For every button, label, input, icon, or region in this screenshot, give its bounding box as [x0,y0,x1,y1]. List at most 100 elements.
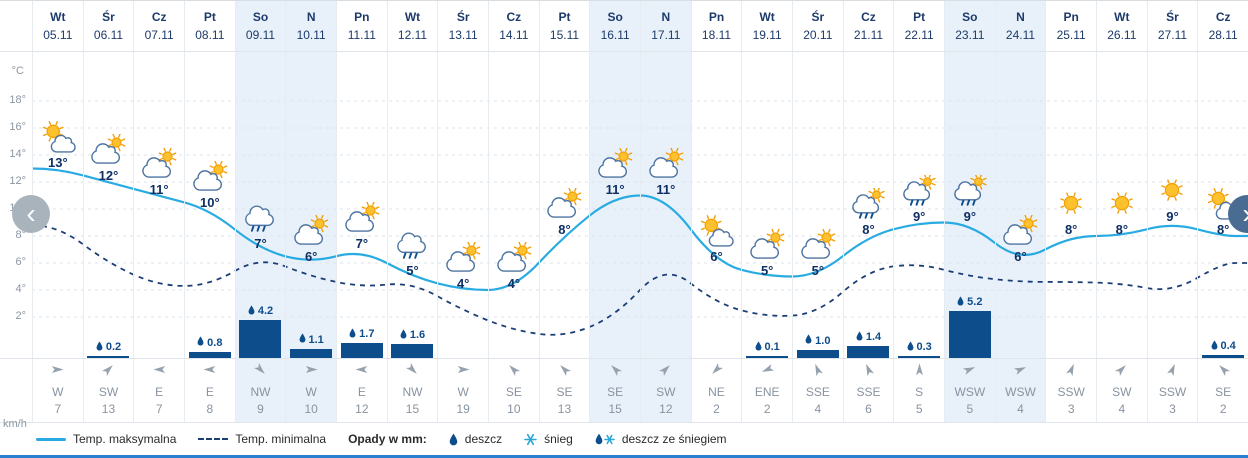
day-name: Cz [506,10,522,24]
precip-bar [290,348,333,359]
max-temp-label: 5° [760,262,774,278]
precip-value: 1.7 [359,328,375,341]
precip-bar [746,356,789,359]
wind-direction-arrow [1046,362,1096,378]
droplet-icon [907,340,914,354]
day-date: 21.11 [853,28,884,42]
droplet-icon [197,336,204,349]
max-temp-label: 11° [656,181,676,197]
precip-bar [898,356,941,359]
day-name: Wt [1114,10,1130,24]
max-temp-label: 11° [149,181,169,197]
wind-speed: 12 [659,402,673,416]
legend-sleet-label: deszcz ze śniegiem [621,432,727,446]
droplet-icon [248,305,255,318]
legend-sleet: deszcz ze śniegiem [595,432,727,446]
bottom-accent-bar [0,455,1248,458]
wind-speed: 15 [608,402,622,416]
wind-direction-arrow [185,362,235,378]
droplet-icon [96,340,103,354]
wind-direction: SSW [1158,385,1187,399]
wind-direction-arrow [337,362,387,378]
wind-direction-arrow [84,362,134,378]
legend-precip-title: Opady w mm: [348,432,427,446]
day-date: 14.11 [499,28,529,42]
precip-amount: 1.0 [793,334,843,348]
precip-value: 0.8 [207,336,223,349]
precip-amount: 0.1 [742,340,792,354]
max-temp-label: 9° [963,208,977,224]
wind-section-divider [0,358,1248,359]
weather-icon [343,201,381,236]
wind-direction-arrow [590,362,640,378]
wind-speed: 3 [1169,402,1176,416]
wind-direction: W [457,385,469,399]
droplet-icon [299,333,306,346]
day-name: Śr [811,10,825,24]
day-date: 12.11 [397,28,428,42]
wind-direction: NW [250,385,271,399]
wind-direction: ENE [754,385,780,399]
weather-icon [1103,188,1141,222]
wind-direction-arrow [489,362,539,378]
wind-speed: 4 [1017,402,1024,416]
max-temp-line-sample [36,437,66,441]
wind-direction: E [357,385,366,399]
droplet-icon [957,296,964,309]
legend-snow-label: śnieg [544,432,573,446]
day-date: 06.11 [93,28,124,42]
wind-direction: SE [556,385,573,399]
wind-direction-arrow [945,362,995,378]
precip-amount: 1.6 [388,328,438,342]
max-temp-label: 11° [605,181,625,197]
chart-legend: Temp. maksymalna Temp. minimalna Opady w… [36,425,727,453]
max-temp-label: 8° [1115,222,1129,237]
snowflake-icon [524,433,537,446]
wind-speed: 7 [54,402,62,416]
day-name: Pt [558,10,571,24]
precip-amount: 0.4 [1198,339,1248,353]
day-date: 17.11 [651,28,681,42]
wind-direction: W [305,385,317,399]
precip-amount: 0.3 [894,340,944,354]
legend-rain: deszcz [449,432,502,446]
wind-direction: NE [708,385,725,399]
temp-tick-label: 2° [15,310,26,322]
wind-speed: 10 [304,402,318,416]
wind-direction-arrow [1148,362,1198,378]
precip-bar [188,351,231,359]
precip-bar [391,344,434,359]
droplet-icon [349,328,356,341]
precip-bar [948,311,991,359]
precip-bar [239,320,282,359]
wind-direction-arrow [844,362,894,378]
wind-direction: NW [402,385,423,399]
weather-icon [495,241,533,276]
precip-value: 1.1 [308,333,324,346]
day-date: 09.11 [245,28,276,42]
wind-speed: 5 [915,402,923,416]
precip-amount: 1.7 [337,327,387,341]
weather-icon [191,160,229,195]
wind-direction-arrow [894,362,944,378]
wind-speed: 19 [456,402,470,416]
day-date: 24.11 [1005,28,1036,42]
max-temp-label: 8° [558,222,571,237]
precip-amount: 1.4 [844,330,894,344]
max-temp-label: 6° [710,249,723,264]
legend-max-temp: Temp. maksymalna [36,432,176,446]
wind-direction: SSW [1057,385,1085,399]
wind-direction-arrow [438,362,488,378]
day-date: 18.11 [701,28,732,42]
precip-value: 0.3 [916,341,932,353]
wind-direction-arrow [286,362,336,378]
weather-icon [647,147,685,182]
wind-direction-arrow [793,362,843,378]
weather-icon [1153,175,1191,209]
day-name: N [661,10,671,24]
max-temp-label: 8° [862,222,875,237]
wind-direction: WSW [1005,385,1036,399]
weather-icon [393,229,431,263]
day-date: 16.11 [600,28,630,42]
prev-button[interactable]: ‹ [12,195,50,233]
